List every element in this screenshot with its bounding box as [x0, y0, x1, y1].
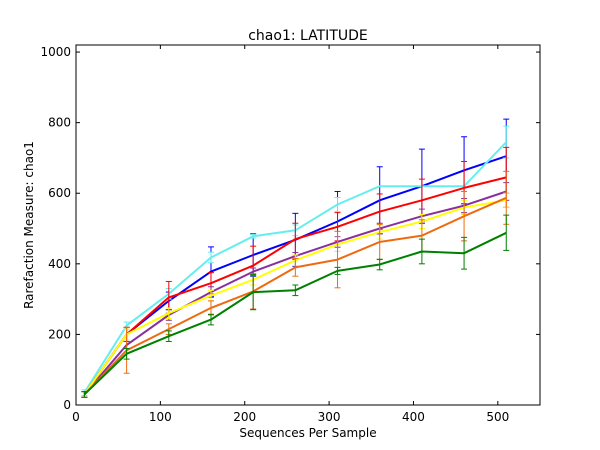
y-tick-label: 400: [48, 257, 71, 271]
x-tick-label: 100: [149, 410, 172, 424]
series-6-line: [83, 196, 507, 396]
x-tick-label: 300: [318, 410, 341, 424]
axis-ticks: 0 100 200 300 400 500 0 200 400 600 800 1000: [40, 45, 540, 424]
x-tick-label: 200: [233, 410, 256, 424]
series-7-line: [83, 231, 507, 396]
y-tick-label: 600: [48, 186, 71, 200]
y-tick-label: 0: [63, 398, 71, 412]
y-axis-label: Rarefaction Measure: chao1: [22, 141, 36, 309]
series-6: [81, 170, 510, 398]
y-tick-label: 1000: [40, 45, 71, 59]
plot-frame: [75, 44, 541, 406]
x-tick-label: 500: [486, 410, 509, 424]
series-7: [81, 214, 510, 398]
x-tick-label: 400: [402, 410, 425, 424]
y-tick-label: 200: [48, 327, 71, 341]
x-axis-label: Sequences Per Sample: [239, 426, 376, 440]
chart-title: chao1: LATITUDE: [248, 28, 368, 44]
y-tick-label: 800: [48, 116, 71, 130]
series-3-line: [83, 176, 507, 395]
plot-area: [75, 44, 541, 406]
x-tick-label: 0: [72, 410, 80, 424]
plot-series-group: [81, 118, 510, 398]
